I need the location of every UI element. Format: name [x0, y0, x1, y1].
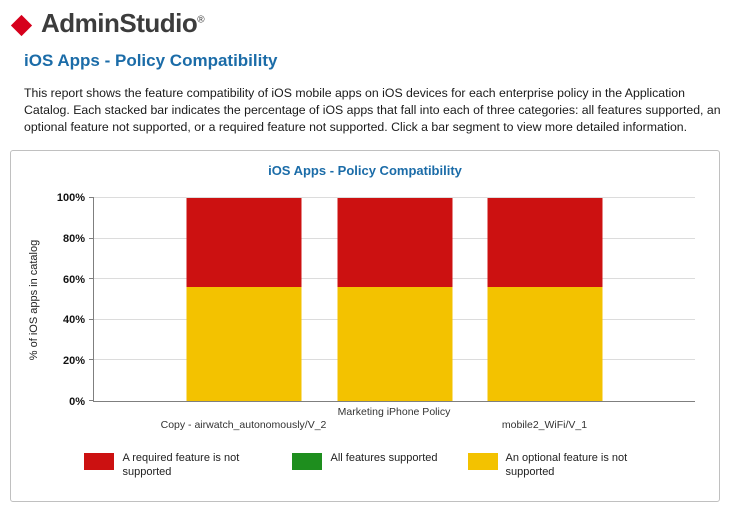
registered-trademark: ®: [197, 14, 205, 26]
chart-title: iOS Apps - Policy Compatibility: [268, 162, 462, 178]
brand-logo: AdminStudio®: [10, 8, 718, 39]
y-axis-title: % of iOS apps in catalog: [21, 198, 47, 402]
page-title: iOS Apps - Policy Compatibility: [24, 51, 278, 70]
legend-swatch: [467, 452, 498, 470]
y-axis-title-text: % of iOS apps in catalog: [28, 239, 40, 361]
bar-segment[interactable]: [487, 287, 603, 401]
brand-name-text: AdminStudio: [41, 8, 198, 38]
bar-2: [337, 197, 452, 401]
legend-label: All features supported: [330, 451, 438, 464]
chart-body: % of iOS apps in catalog 0% 20% 40% 60% 80% 1…: [21, 192, 709, 436]
y-axis-ticks: 0% 20% 40% 60% 80% 100%: [47, 192, 93, 408]
y-axis-tick-mark: [89, 399, 94, 401]
plot-column: Copy - airwatch_autonomously/V_2 Marketin…: [89, 196, 695, 436]
y-tick-label: 80%: [62, 232, 85, 245]
x-axis-label: Marketing iPhone Policy: [337, 405, 451, 418]
x-axis-labels: Copy - airwatch_autonomously/V_2 Marketin…: [93, 402, 695, 436]
brand-name: AdminStudio®: [41, 8, 205, 39]
chart-panel: iOS Apps - Policy Compatibility % of iOS…: [10, 149, 720, 502]
legend-swatch: [292, 452, 323, 470]
bar-1: [186, 197, 302, 401]
y-tick-label: 40%: [62, 314, 85, 327]
chart-legend: A required feature is not supported All f…: [21, 452, 709, 480]
plot-area: [89, 196, 695, 402]
legend-item: All features supported: [292, 451, 438, 470]
bar-3: [487, 197, 603, 401]
bar-segment[interactable]: [337, 197, 452, 288]
y-axis-tick-mark: [89, 237, 94, 239]
y-tick-label: 60%: [62, 273, 85, 286]
x-axis-label: Copy - airwatch_autonomously/V_2: [160, 418, 327, 431]
legend-label: An optional feature is not supported: [505, 451, 628, 478]
legend-item: A required feature is not supported: [84, 452, 262, 480]
y-axis-tick-mark: [89, 196, 94, 198]
bar-segment[interactable]: [186, 197, 302, 288]
y-axis-tick-mark: [89, 318, 94, 320]
report-description: This report shows the feature compatibil…: [24, 86, 721, 134]
y-axis-tick-mark: [89, 278, 94, 280]
legend-swatch: [84, 452, 115, 470]
legend-item: An optional feature is not supported: [467, 451, 646, 480]
bar-segment[interactable]: [487, 197, 603, 288]
bar-segment[interactable]: [337, 287, 452, 401]
y-tick-label: 0%: [69, 395, 85, 408]
y-axis-tick-mark: [89, 359, 94, 361]
bar-segment[interactable]: [186, 287, 302, 401]
x-axis-label: mobile2_WiFi/V_1: [501, 418, 588, 431]
y-tick-label: 20%: [62, 355, 85, 368]
page-header: AdminStudio® iOS Apps - Policy Compatibi…: [0, 0, 730, 136]
legend-label: A required feature is not supported: [122, 451, 240, 478]
gridline: [94, 196, 695, 198]
adminstudio-logo-icon: [10, 14, 33, 36]
y-tick-label: 100%: [56, 191, 85, 204]
